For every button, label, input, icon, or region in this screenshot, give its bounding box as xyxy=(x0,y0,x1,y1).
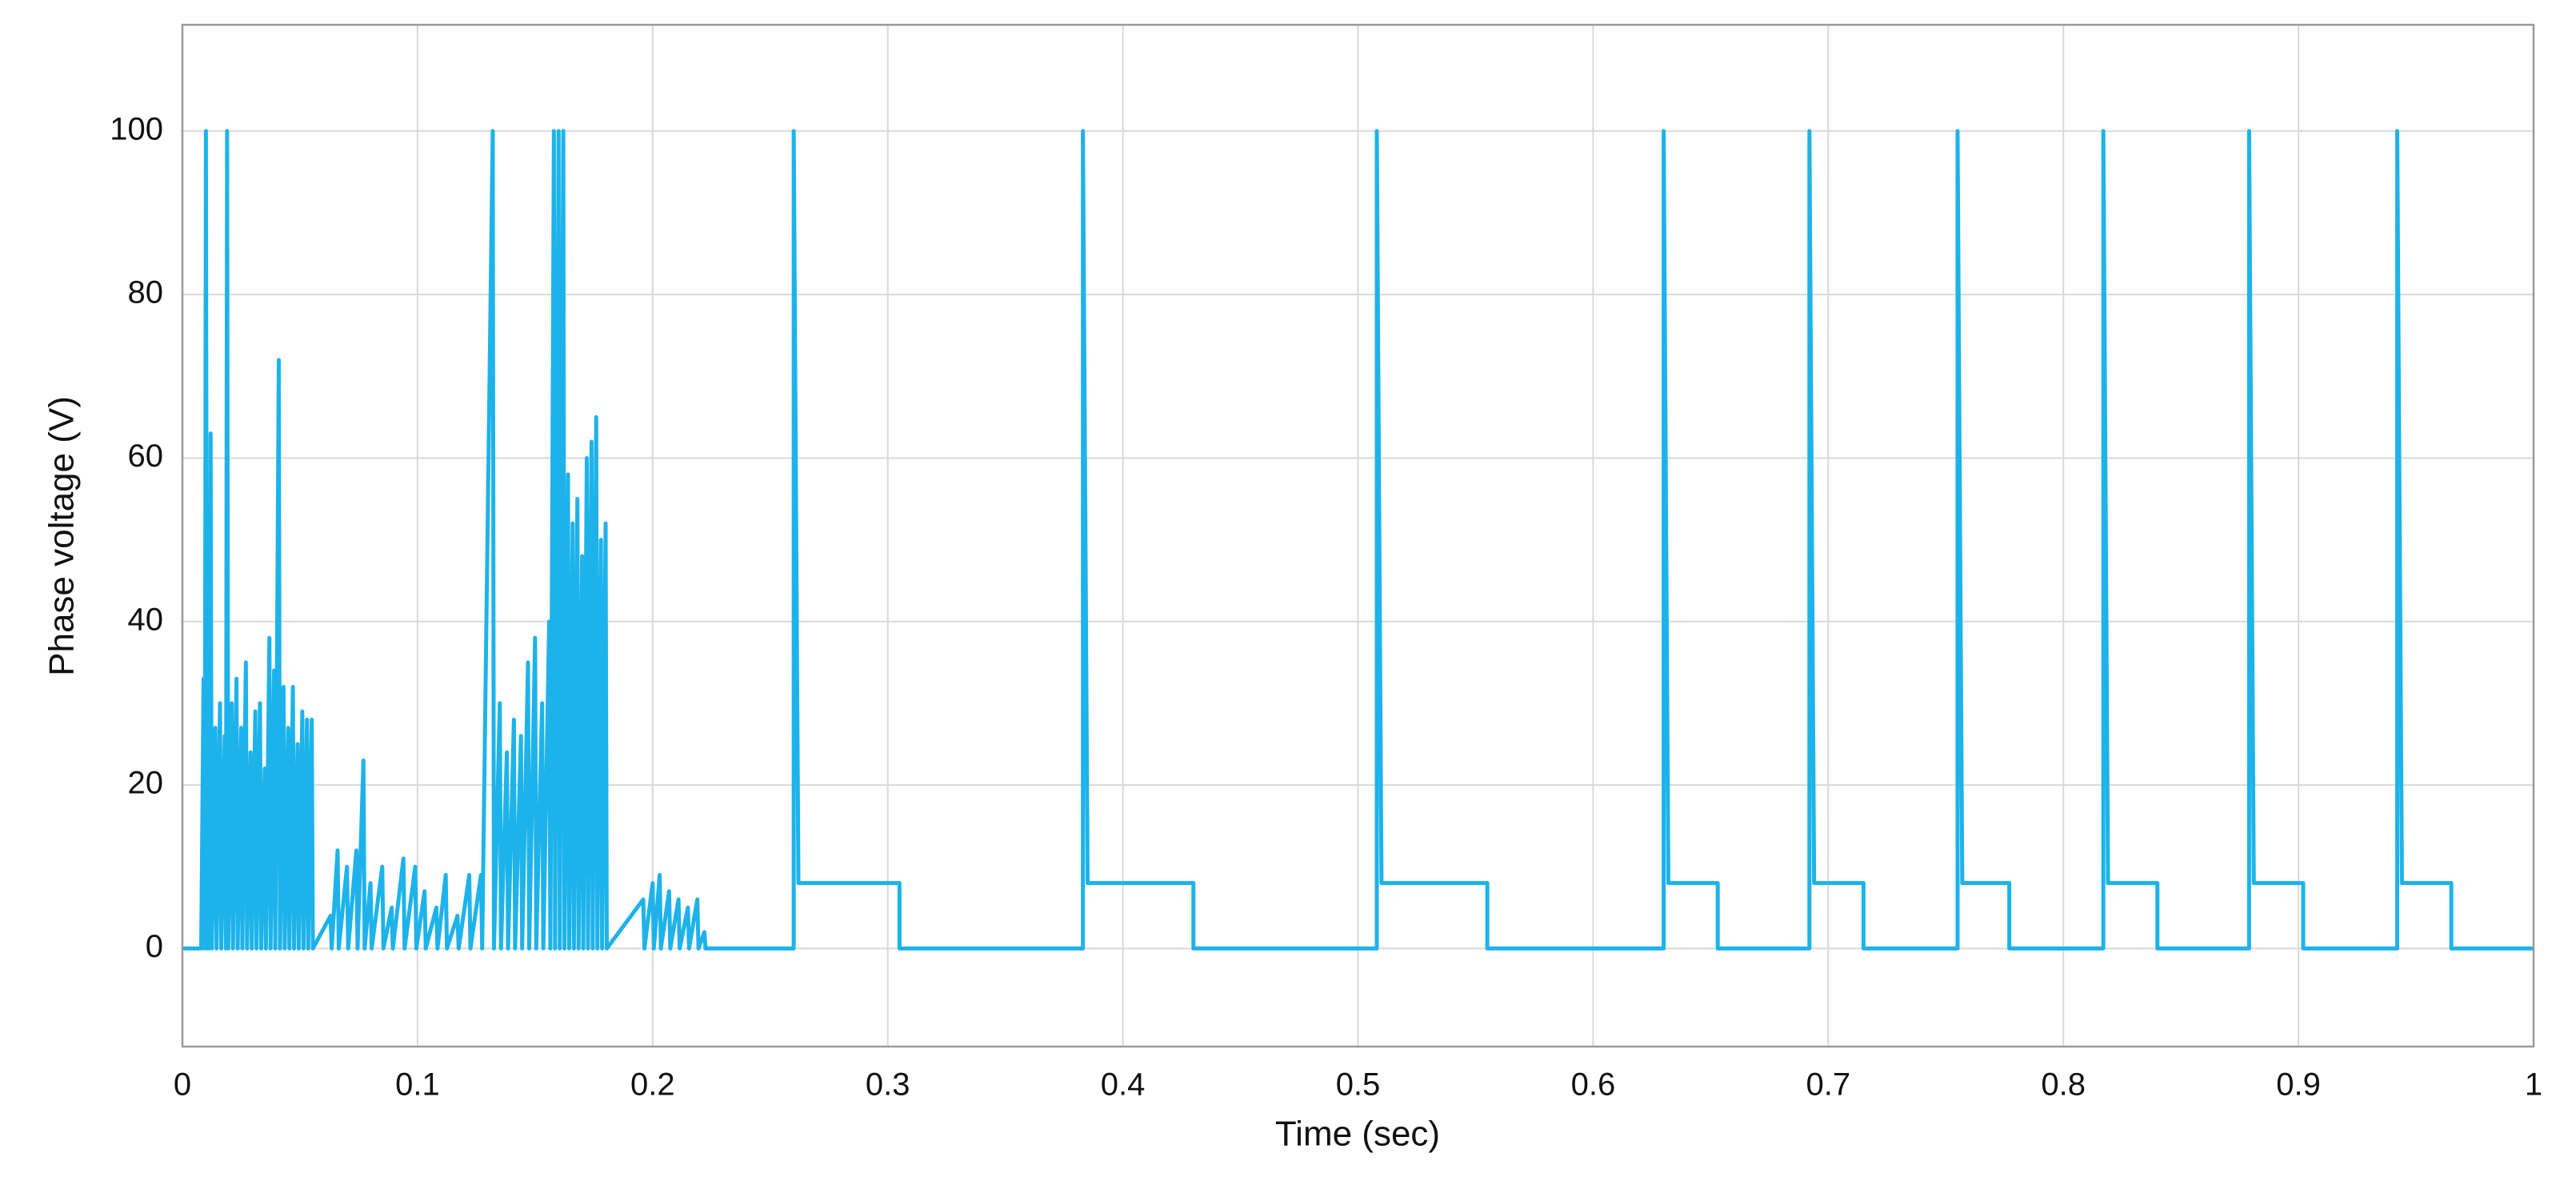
y-tick-label: 0 xyxy=(146,929,163,964)
plot-area xyxy=(182,129,2534,951)
x-tick-label: 0.7 xyxy=(1806,1067,1850,1103)
signal-line xyxy=(182,129,2534,951)
x-axis-label: Time (sec) xyxy=(1275,1115,1440,1154)
x-tick-label: 0.2 xyxy=(630,1067,675,1103)
x-tick-label: 0 xyxy=(174,1067,191,1103)
x-tick-label: 0.3 xyxy=(866,1067,910,1103)
x-tick-label: 0.5 xyxy=(1336,1067,1381,1103)
plot-frame xyxy=(181,23,2535,1048)
y-tick-label: 20 xyxy=(128,766,164,801)
y-tick-label: 100 xyxy=(110,111,163,146)
x-tick-label: 1 xyxy=(2525,1067,2542,1103)
y-tick-label: 60 xyxy=(128,438,164,474)
y-axis-label: Phase voltage (V) xyxy=(42,396,82,676)
x-tick-label: 0.1 xyxy=(395,1067,440,1103)
x-tick-label: 0.6 xyxy=(1571,1067,1616,1103)
x-tick-label: 0.9 xyxy=(2276,1067,2321,1103)
x-tick-label: 0.8 xyxy=(2041,1067,2086,1103)
y-tick-label: 80 xyxy=(128,275,164,310)
y-tick-label: 40 xyxy=(128,602,164,637)
x-tick-label: 0.4 xyxy=(1101,1067,1146,1103)
